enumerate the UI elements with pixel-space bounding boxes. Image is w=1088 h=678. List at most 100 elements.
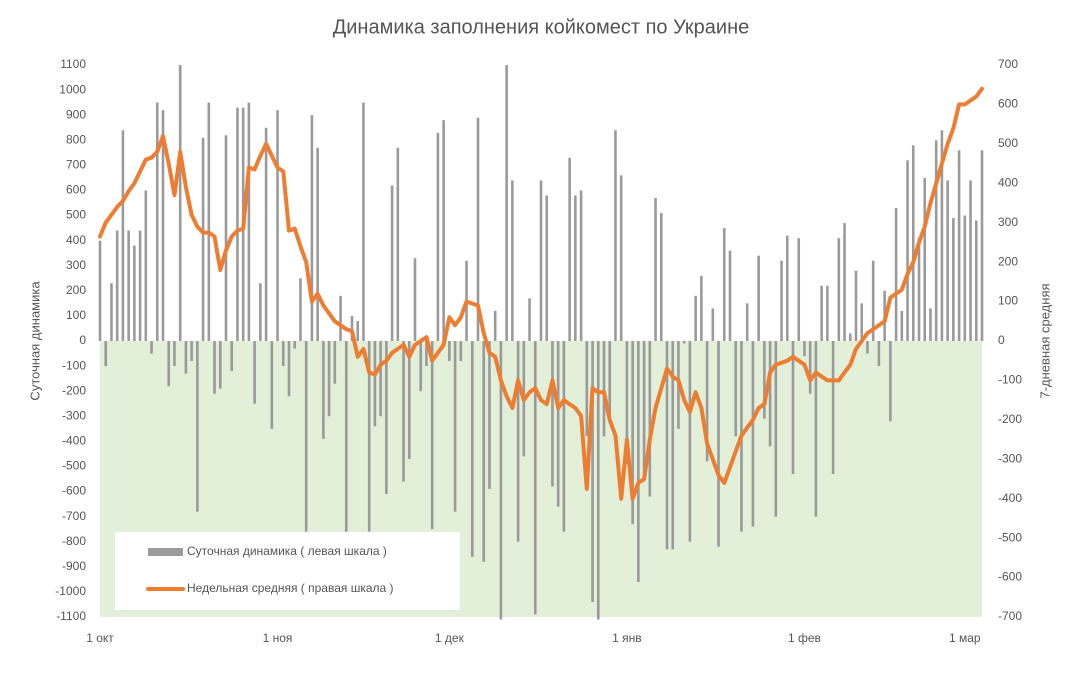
bar xyxy=(808,341,812,394)
bar xyxy=(436,132,440,341)
bar xyxy=(511,180,514,341)
y2-tick-label: -200 xyxy=(998,412,1022,426)
bar xyxy=(665,341,669,550)
bar xyxy=(276,110,279,341)
bar xyxy=(236,107,239,342)
bar xyxy=(860,303,864,341)
bar xyxy=(774,341,778,517)
y-tick-label: 1100 xyxy=(60,57,86,71)
y-tick-label: -300 xyxy=(62,408,86,422)
bar xyxy=(293,341,297,349)
bar xyxy=(110,283,113,341)
y-tick-label: -900 xyxy=(62,559,86,573)
x-tick-label: 1 дек xyxy=(435,631,465,645)
bar xyxy=(390,185,394,341)
y-tick-label: -1000 xyxy=(55,584,86,598)
bar xyxy=(304,341,308,532)
bar xyxy=(184,341,188,374)
bar xyxy=(946,180,949,341)
bar xyxy=(608,341,612,417)
legend-label: Суточная динамика ( левая шкала ) xyxy=(187,544,387,558)
x-tick-label: 1 ноя xyxy=(263,631,293,645)
y2-tick-label: -100 xyxy=(998,373,1022,387)
bar xyxy=(115,230,119,341)
bar xyxy=(196,341,199,512)
y2-tick-label: -300 xyxy=(998,451,1022,465)
bar xyxy=(614,130,617,341)
bar xyxy=(980,150,984,341)
bar xyxy=(230,341,234,372)
y-tick-label: -100 xyxy=(62,358,86,372)
y-tick-label: 100 xyxy=(66,308,86,322)
bar xyxy=(178,65,182,341)
bar xyxy=(734,341,738,437)
bar xyxy=(889,341,892,422)
y-tick-label: 400 xyxy=(66,233,86,247)
bar xyxy=(596,341,600,620)
bar xyxy=(167,341,171,387)
chart-title: Динамика заполнения койкомест по Украине xyxy=(333,16,750,38)
bar xyxy=(556,341,560,507)
bar xyxy=(728,250,732,341)
bar xyxy=(854,270,858,341)
bar xyxy=(144,190,148,341)
bar xyxy=(476,117,480,341)
bar xyxy=(551,341,554,487)
bar xyxy=(906,160,909,341)
bar xyxy=(442,120,445,341)
bar xyxy=(952,218,955,341)
bar xyxy=(247,102,251,342)
bar xyxy=(591,341,594,602)
bar xyxy=(602,341,606,437)
x-tick-label: 1 янв xyxy=(612,631,642,645)
bar xyxy=(969,180,972,341)
bar xyxy=(339,295,342,341)
bar xyxy=(574,195,577,341)
bar xyxy=(264,127,268,342)
bar xyxy=(642,341,646,482)
bar xyxy=(768,341,772,447)
bar xyxy=(688,341,692,542)
bar xyxy=(322,341,325,439)
bar xyxy=(785,235,789,341)
bar xyxy=(413,258,417,341)
y-tick-label: -200 xyxy=(62,383,86,397)
x-tick-label: 1 фев xyxy=(788,631,821,645)
bar xyxy=(155,102,159,342)
bar xyxy=(900,310,904,341)
bar xyxy=(780,260,783,341)
bar xyxy=(911,145,915,341)
bar xyxy=(459,341,463,362)
y-tick-label: -800 xyxy=(62,534,86,548)
bar xyxy=(963,215,967,341)
bar xyxy=(705,341,709,462)
bar xyxy=(316,147,319,341)
bar xyxy=(150,341,153,354)
bar xyxy=(694,295,697,341)
bar xyxy=(797,238,801,341)
bar xyxy=(545,195,549,341)
bar xyxy=(814,341,818,517)
bar xyxy=(940,130,944,341)
y2-tick-label: 200 xyxy=(998,254,1018,268)
bar xyxy=(579,190,583,341)
y2-axis-title: 7-дневная средняя xyxy=(1037,283,1052,398)
bar xyxy=(671,341,675,550)
y-tick-label: -500 xyxy=(62,459,86,473)
y-tick-label: 800 xyxy=(66,132,86,146)
y2-tick-label: 400 xyxy=(998,175,1018,189)
bar xyxy=(430,341,434,530)
y2-tick-label: 500 xyxy=(998,136,1018,150)
bar xyxy=(763,341,766,419)
bar xyxy=(356,320,360,341)
bar xyxy=(848,333,852,341)
bar xyxy=(826,285,829,341)
bar xyxy=(396,147,400,341)
y2-tick-label: 100 xyxy=(998,294,1018,308)
bar xyxy=(133,245,136,341)
bar xyxy=(831,341,835,474)
legend-label: Недельная средняя ( правая шкала ) xyxy=(187,581,394,595)
y-tick-label: 1000 xyxy=(59,82,86,96)
bar xyxy=(453,341,457,512)
bar xyxy=(803,341,806,357)
